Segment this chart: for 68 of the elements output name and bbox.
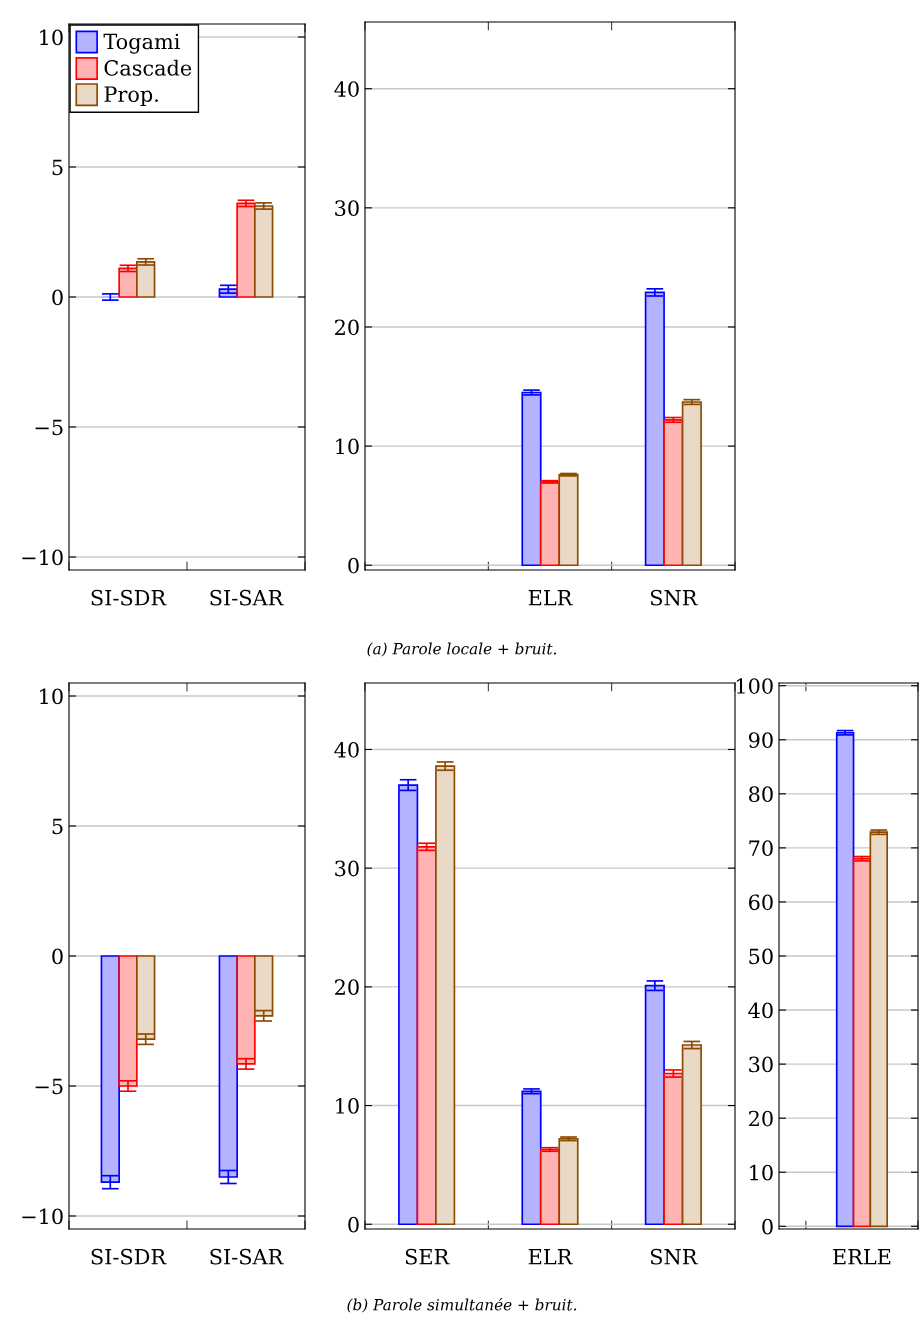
y-tick-label: 0 [348, 557, 359, 574]
x-tick-label: ERLE [833, 1249, 891, 1265]
y-tick-label: 0 [762, 1218, 773, 1235]
legend-label: Prop. [104, 86, 158, 107]
y-tick-label: 80 [749, 786, 773, 803]
y-tick-label: 0 [52, 948, 63, 965]
y-tick-label: 30 [335, 860, 359, 877]
y-tick-label: 10 [40, 29, 63, 46]
x-tick-label: SNR [650, 1248, 698, 1265]
bar [416, 845, 437, 1226]
y-tick-label: 10 [40, 688, 63, 705]
bar [835, 731, 855, 1228]
y-tick-label: 10 [750, 1164, 773, 1181]
y-tick-label: 50 [749, 948, 773, 965]
y-tick-label: 10 [336, 1098, 359, 1114]
bar [435, 765, 456, 1226]
bar [681, 1044, 702, 1226]
legend-label: Cascade [104, 59, 192, 76]
bar [539, 1148, 561, 1226]
x-tick-label: SI-SAR [210, 589, 284, 606]
x-tick-label: SI-SDR [91, 589, 167, 606]
x-tick-label: SER [405, 1248, 450, 1265]
bar [558, 1137, 579, 1226]
y-tick-label: 0 [52, 289, 63, 306]
y-tick-label: 0 [348, 1216, 359, 1233]
bar [136, 261, 156, 298]
x-tick-label: SI-SAR [210, 1248, 284, 1265]
bar [663, 1072, 684, 1226]
bar [663, 419, 684, 567]
bar [681, 401, 702, 567]
text: (b) Parole simultanée + bruit. [347, 1298, 577, 1313]
bar [558, 473, 579, 567]
bar [521, 391, 542, 567]
y-tick-label: −5 [35, 419, 63, 436]
bar [118, 267, 138, 298]
y-tick-label: 5 [52, 818, 63, 835]
y-tick-label: 40 [334, 81, 359, 97]
y-tick-label: 40 [334, 741, 359, 758]
bar [254, 205, 274, 298]
y-tick-label: 10 [336, 438, 359, 455]
text: (a) Parole locale + bruit. [367, 642, 557, 657]
y-tick-label: −10 [22, 1208, 63, 1225]
x-tick-label: ELR [528, 590, 573, 606]
y-tick-label: −5 [35, 1078, 63, 1095]
y-tick-label: 100 [736, 678, 773, 694]
bar [539, 481, 561, 567]
y-tick-label: 40 [748, 1002, 773, 1019]
y-tick-label: 30 [335, 200, 359, 217]
y-tick-label: 20 [749, 1110, 773, 1127]
y-tick-label: 30 [749, 1056, 773, 1073]
y-tick-label: 70 [749, 840, 773, 857]
x-tick-label: SNR [650, 589, 698, 606]
legend-label: Togami [103, 33, 180, 54]
bar [521, 1090, 542, 1226]
y-tick-label: 5 [52, 159, 63, 176]
y-tick-label: −10 [22, 549, 63, 566]
y-tick-label: 90 [748, 732, 773, 748]
bar [644, 984, 665, 1226]
x-tick-label: ELR [528, 1249, 573, 1265]
bar [398, 784, 419, 1226]
bar [869, 831, 889, 1228]
bar [644, 291, 665, 567]
bar [236, 202, 256, 298]
y-tick-label: 20 [335, 319, 359, 336]
x-tick-label: SI-SDR [91, 1248, 167, 1265]
bar [852, 857, 872, 1228]
y-tick-label: 20 [335, 979, 359, 996]
y-tick-label: 60 [749, 894, 773, 911]
